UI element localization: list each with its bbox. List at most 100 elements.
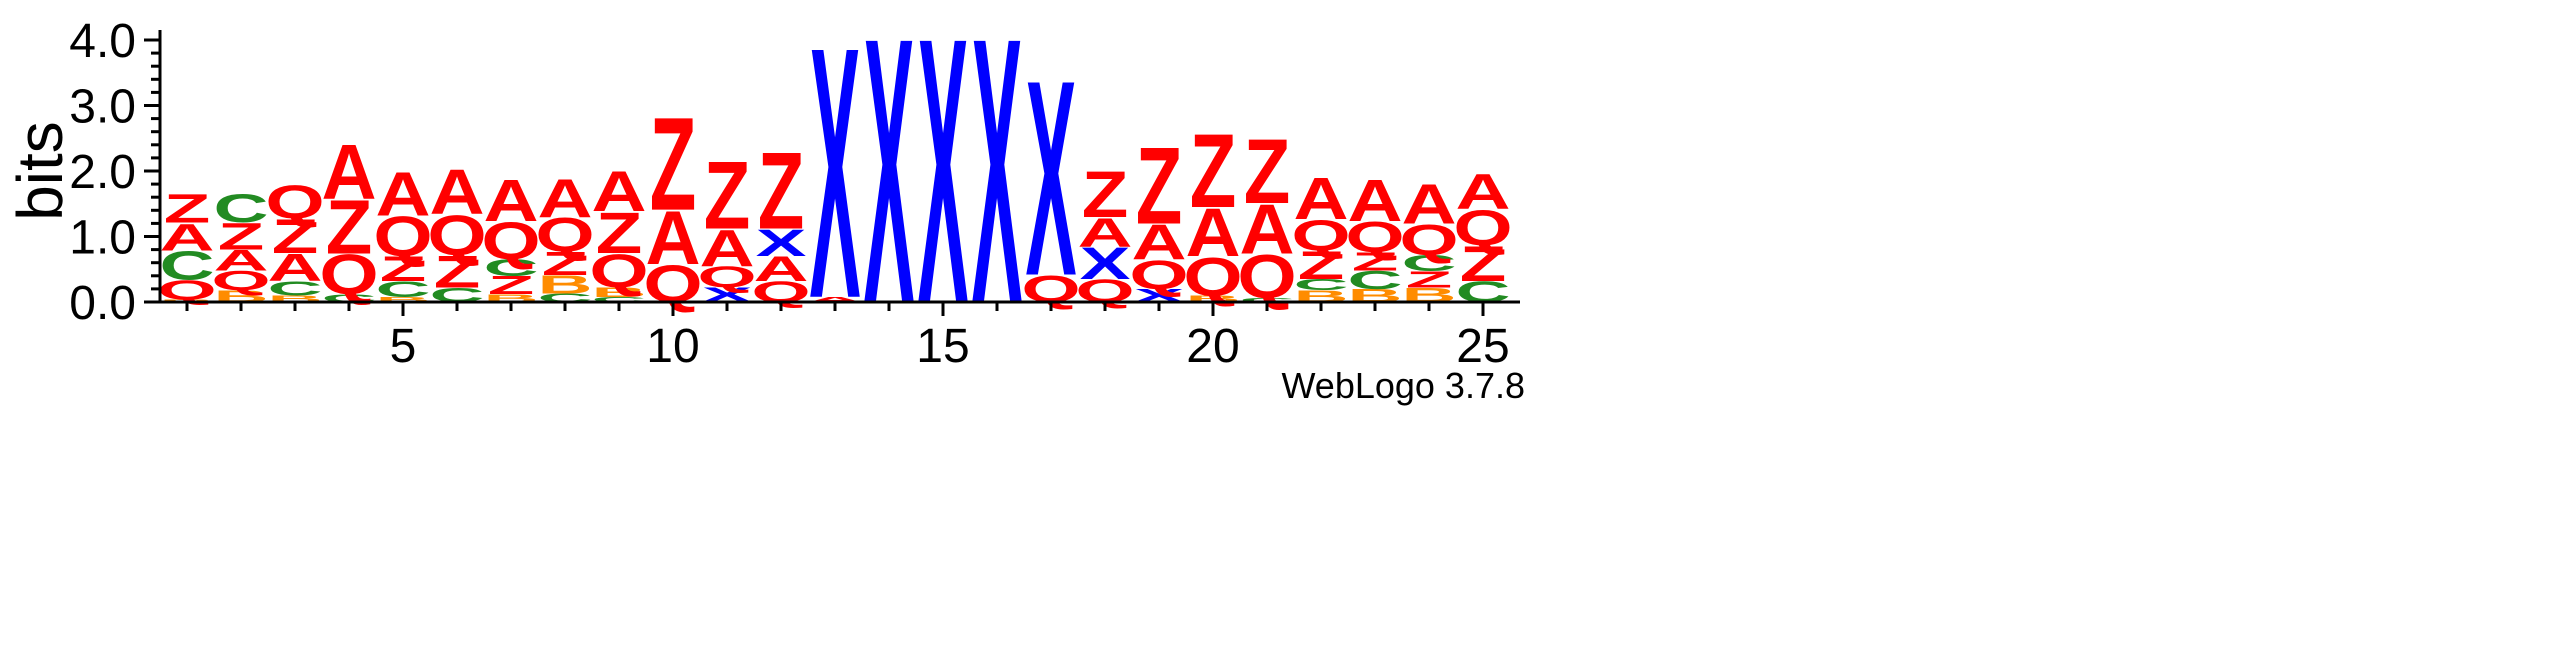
letter-C-glyph: C	[1293, 276, 1348, 294]
y-tick-label: 3.0	[69, 81, 136, 134]
letter-Z-glyph: Z	[596, 200, 643, 265]
letter-B-glyph: B	[267, 294, 322, 304]
letter-C-glyph: C	[483, 254, 538, 281]
letter-A-glyph: A	[645, 196, 700, 281]
y-tick-label: 4.0	[69, 15, 136, 68]
weblogo-version-label: WebLogo 3.7.8	[1281, 365, 1525, 406]
letter-A-glyph: A	[1347, 168, 1402, 234]
letter-B-glyph: B	[375, 296, 430, 304]
letter-Q-glyph: Q	[373, 206, 432, 269]
letter-A-glyph: A	[807, 296, 862, 304]
letter-stack-1: BQCAZ	[157, 186, 216, 306]
letter-C-glyph: C	[213, 186, 268, 231]
letter-A-glyph: A	[537, 168, 592, 229]
letter-Z-glyph: Z	[326, 185, 373, 270]
x-tick-label: 10	[646, 320, 699, 373]
letter-X-glyph: X	[972, 0, 1023, 384]
letter-A-glyph: A	[1077, 209, 1132, 255]
letter-Z-glyph: Z	[1352, 248, 1399, 276]
letter-A-glyph: A	[159, 215, 214, 258]
letter-Q-glyph: Q	[319, 243, 378, 306]
letter-A-glyph: A	[1401, 173, 1456, 236]
letter-Z-glyph: Z	[1298, 243, 1345, 288]
letter-A-glyph: A	[753, 249, 808, 288]
letter-Z-glyph: Z	[1244, 121, 1291, 223]
letter-A-glyph: A	[1185, 195, 1240, 272]
letter-Z-glyph: Z	[650, 89, 697, 237]
letter-A-glyph: A	[1239, 190, 1294, 269]
letter-A-glyph: A	[699, 219, 754, 277]
letter-Z-glyph: Z	[380, 249, 427, 288]
letter-A-glyph: A	[1131, 214, 1186, 270]
letter-B-glyph: B	[591, 284, 646, 300]
letter-Q-glyph: Q	[265, 175, 324, 228]
letter-C-glyph: C	[591, 296, 646, 304]
letter-C-glyph: C	[159, 243, 214, 289]
letter-Q-glyph: Q	[1183, 247, 1242, 308]
letter-X-glyph: X	[864, 0, 915, 384]
letter-X-glyph: X	[1080, 238, 1131, 289]
letter-Q-glyph: Q	[1345, 213, 1404, 262]
letter-Q-glyph: Q	[211, 266, 270, 297]
letter-Z-glyph: Z	[758, 130, 805, 253]
letter-A-glyph: A	[375, 159, 430, 229]
letter-A-glyph: A	[591, 160, 646, 224]
letter-stack-15: X	[918, 0, 969, 384]
letter-A-glyph: A	[429, 156, 484, 228]
letter-C-glyph: C	[1239, 297, 1294, 303]
y-tick-label: 0.0	[69, 277, 136, 330]
letter-X-glyph: X	[810, 0, 861, 373]
letter-Q-glyph: Q	[1399, 216, 1458, 265]
letter-Z-glyph: Z	[1082, 159, 1129, 232]
letter-A-glyph: A	[321, 129, 376, 216]
y-axis-label: bits	[4, 121, 76, 221]
letter-Z-glyph: Z	[1460, 236, 1507, 292]
letter-Z-glyph: Z	[488, 272, 535, 300]
letter-Z-glyph: Z	[704, 143, 751, 249]
letter-Z-glyph: Z	[542, 246, 589, 282]
axes	[158, 30, 1520, 304]
letter-C-glyph: C	[1401, 250, 1456, 276]
letter-X-glyph: X	[756, 221, 807, 264]
x-axis-ticks: 5 10 15 20 25	[185, 302, 1510, 373]
letter-Q-glyph: Q	[1129, 252, 1188, 298]
letter-B-glyph: B	[1185, 294, 1240, 304]
letter-stacks: BQCAZBQAZCBCAZQCQZABCZQACZQABZCQACBZQACB…	[157, 0, 1512, 384]
letter-A-glyph: A	[213, 245, 268, 277]
letter-A-glyph: A	[267, 245, 322, 289]
x-tick-label: 25	[1456, 320, 1509, 373]
letter-stack-13: AX	[807, 0, 862, 373]
letter-Z-glyph: Z	[272, 209, 319, 264]
letter-Q-glyph: Q	[1237, 242, 1296, 312]
letter-B-glyph: B	[537, 271, 592, 299]
letter-Z-glyph: Z	[434, 247, 481, 298]
y-tick-label: 1.0	[69, 212, 136, 265]
x-tick-label: 5	[390, 320, 417, 373]
x-tick-label: 15	[916, 320, 969, 373]
letter-X-glyph: X	[1026, 23, 1077, 334]
letter-C-glyph: C	[267, 277, 322, 299]
letter-Z-glyph: Z	[1136, 125, 1183, 248]
y-axis-ticks: 0.0 1.0 2.0 3.0 4.0	[69, 15, 160, 330]
letter-stack-14: X	[864, 0, 915, 384]
letter-stack-10: QAZ	[643, 89, 702, 313]
letter-Q-glyph: Q	[427, 204, 486, 267]
